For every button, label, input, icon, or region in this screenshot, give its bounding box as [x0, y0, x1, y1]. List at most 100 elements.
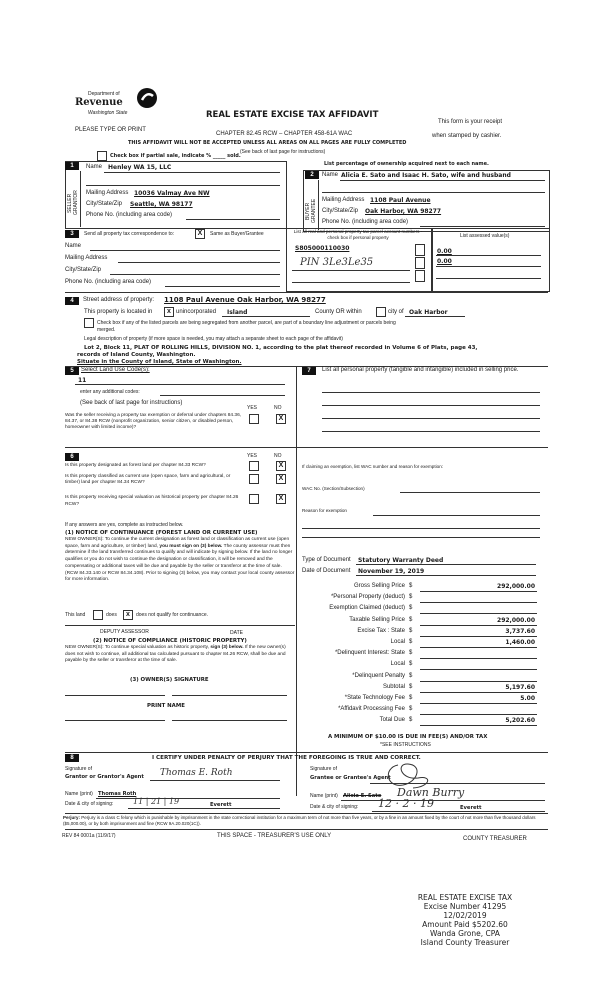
- amount-label: *Personal Property (deduct): [330, 594, 405, 601]
- legal-label: Legal description of property (if more s…: [84, 336, 343, 342]
- currency-sign: $: [409, 695, 413, 701]
- seller-address[interactable]: 10036 Valmay Ave NW: [134, 190, 210, 197]
- amount-label: *Affidavit Processing Fee: [338, 706, 405, 713]
- currency-sign: $: [409, 706, 413, 713]
- amount-value[interactable]: 5.00: [520, 695, 535, 702]
- s6-yes-header: YES: [247, 453, 258, 459]
- unincorporated-checkbox[interactable]: x: [164, 307, 174, 317]
- perjury-note: Perjury: Perjury is a class C felony whi…: [63, 815, 548, 827]
- buyer-side-label: BUYER GRANTEE: [305, 198, 317, 224]
- amount-label: Excise Tax : State: [357, 627, 405, 634]
- notice-text: NEW OWNER(S): To continue special valuat…: [65, 645, 210, 650]
- current-use-no-checkbox[interactable]: X: [276, 474, 286, 484]
- land-use-code[interactable]: 11: [78, 377, 87, 384]
- parcel-number[interactable]: S805000110030: [295, 245, 350, 252]
- historic-question: Is this property receiving special valua…: [65, 495, 239, 507]
- amount-label: *Delinquent Penalty: [352, 672, 405, 679]
- grantee-city[interactable]: Everett: [460, 805, 482, 811]
- personal-property-checkbox[interactable]: [415, 257, 425, 269]
- seller-address-label: Mailing Address: [86, 190, 129, 196]
- assessed-value[interactable]: 0.00: [437, 258, 452, 265]
- amount-value[interactable]: 292,000.00: [497, 616, 535, 624]
- county-value[interactable]: Island: [227, 309, 248, 316]
- seller-side-label: SELLER GRANTOR: [67, 190, 79, 216]
- notice-text: NEW OWNER(S): To continue the current de…: [65, 537, 290, 549]
- segregated-label: Check box if any of the listed parcels a…: [97, 320, 396, 326]
- personal-property-checkbox[interactable]: [415, 270, 425, 282]
- grantor-date[interactable]: 11 | 21 | 19: [133, 797, 180, 806]
- section-number: 6: [65, 453, 79, 461]
- same-as-buyer-checkbox[interactable]: X: [195, 229, 205, 239]
- grantor-city[interactable]: Everett: [210, 802, 232, 808]
- notice-continuance-title: (1) NOTICE OF CONTINUANCE (FOREST LAND O…: [65, 530, 258, 536]
- property-street[interactable]: 1108 Paul Avenue Oak Harbor, WA 98277: [164, 296, 326, 304]
- amount-value[interactable]: 5,197.60: [505, 683, 535, 691]
- buyer-address[interactable]: 1108 Paul Avenue: [370, 197, 431, 204]
- s5-no-header: NO: [274, 405, 282, 411]
- does-not-label: does not qualify for continuance.: [136, 612, 208, 618]
- amount-value[interactable]: 292,000.00: [497, 583, 535, 590]
- stamp-excise-number: Excise Number 41295: [423, 902, 507, 911]
- logo-state: Washington State: [88, 110, 128, 116]
- treasurer-use-label: THIS SPACE - TREASURER'S USE ONLY: [217, 833, 332, 839]
- city-value[interactable]: Oak Harbor: [409, 309, 448, 316]
- owner-signature-label: (3) OWNER(S) SIGNATURE: [130, 677, 209, 683]
- segregated-checkbox[interactable]: [84, 318, 94, 328]
- grantee-name-handwritten[interactable]: Dawn Burry: [397, 786, 465, 799]
- partial-sale-checkbox[interactable]: [97, 151, 107, 161]
- seller-city[interactable]: Seattle, WA 98177: [130, 201, 193, 208]
- legal-description-2[interactable]: records of Island County, Washington.: [77, 352, 196, 358]
- amount-value[interactable]: 1,460.00: [505, 639, 535, 646]
- grantor-signature[interactable]: Thomas E. Roth: [160, 768, 233, 778]
- city-checkbox[interactable]: [376, 307, 386, 317]
- forest-yes-checkbox[interactable]: [249, 461, 259, 471]
- amount-label: *State Technology Fee: [344, 695, 405, 701]
- this-land-label: This land: [65, 612, 86, 618]
- currency-sign: $: [409, 650, 413, 657]
- currency-sign: $: [409, 594, 413, 601]
- current-use-yes-checkbox[interactable]: [249, 474, 259, 484]
- stamp-treasurer-name: Wanda Grone, CPA: [430, 929, 500, 938]
- please-print: PLEASE TYPE OR PRINT: [75, 127, 146, 133]
- grantor-name[interactable]: Thomas Roth: [98, 791, 137, 797]
- doc-date-label: Date of Document: [302, 568, 351, 574]
- grantee-date[interactable]: 12 · 2 · 19: [378, 797, 434, 810]
- stamp-amount-paid: Amount Paid $5202.60: [422, 920, 508, 929]
- assessed-value[interactable]: 0.00: [437, 248, 452, 255]
- seller-name-label: Name: [86, 164, 103, 170]
- amount-value[interactable]: 3,737.60: [505, 627, 535, 635]
- currency-sign: $: [409, 616, 413, 623]
- buyer-name[interactable]: Alicia E. Sato and Isaac H. Sato, wife a…: [341, 172, 511, 179]
- seller-city-label: City/State/Zip: [86, 201, 123, 207]
- amount-value[interactable]: 5,202.60: [505, 717, 535, 725]
- doc-type[interactable]: Statutory Warranty Deed: [358, 557, 444, 564]
- does-not-checkbox[interactable]: x: [123, 610, 133, 620]
- historic-no-checkbox[interactable]: X: [276, 494, 286, 504]
- perjury-bold: Perjury:: [63, 815, 81, 820]
- exemption-question: Was the seller receiving a property tax …: [65, 413, 242, 430]
- receipt-note-1: This form is your receipt: [438, 119, 503, 125]
- forest-no-checkbox[interactable]: X: [276, 461, 286, 471]
- street-label: Street address of property:: [83, 297, 155, 303]
- grantee-signature[interactable]: [378, 760, 438, 790]
- historic-yes-checkbox[interactable]: [249, 494, 259, 504]
- buyer-city[interactable]: Oak Harbor, WA 98277: [365, 208, 442, 215]
- parcel-number-handwritten[interactable]: PIN 3Le3Le35: [300, 257, 374, 268]
- exemption-no-checkbox[interactable]: X: [276, 414, 286, 424]
- exemption-yes-checkbox[interactable]: [249, 414, 259, 424]
- assessed-header: List assessed value(s): [460, 233, 510, 239]
- legal-description-1[interactable]: Lot 2, Block 11, PLAT OF ROLLING HILLS, …: [84, 345, 478, 351]
- doc-date[interactable]: November 19, 2019: [358, 568, 425, 575]
- s5-see-back: (See back of last page for instructions): [80, 400, 183, 406]
- s6-no-header: NO: [274, 453, 282, 459]
- exemption-claim-label: If claiming an exemption, list WAC numbe…: [302, 464, 444, 469]
- seller-name[interactable]: Henley WA 15, LLC: [108, 164, 172, 171]
- personal-property-checkbox[interactable]: [415, 244, 425, 256]
- legal-description-3[interactable]: Situate in the County of Island, State o…: [77, 359, 242, 365]
- unincorporated-label: unincorporated: [176, 309, 217, 315]
- does-checkbox[interactable]: [93, 610, 103, 620]
- land-use-label: Select Land Use Code(s):: [81, 367, 150, 373]
- section-number: 2: [305, 171, 319, 179]
- grantee-name-label: Name (print): [310, 793, 338, 799]
- grantee-name[interactable]: Alicia E. Sato: [343, 793, 382, 799]
